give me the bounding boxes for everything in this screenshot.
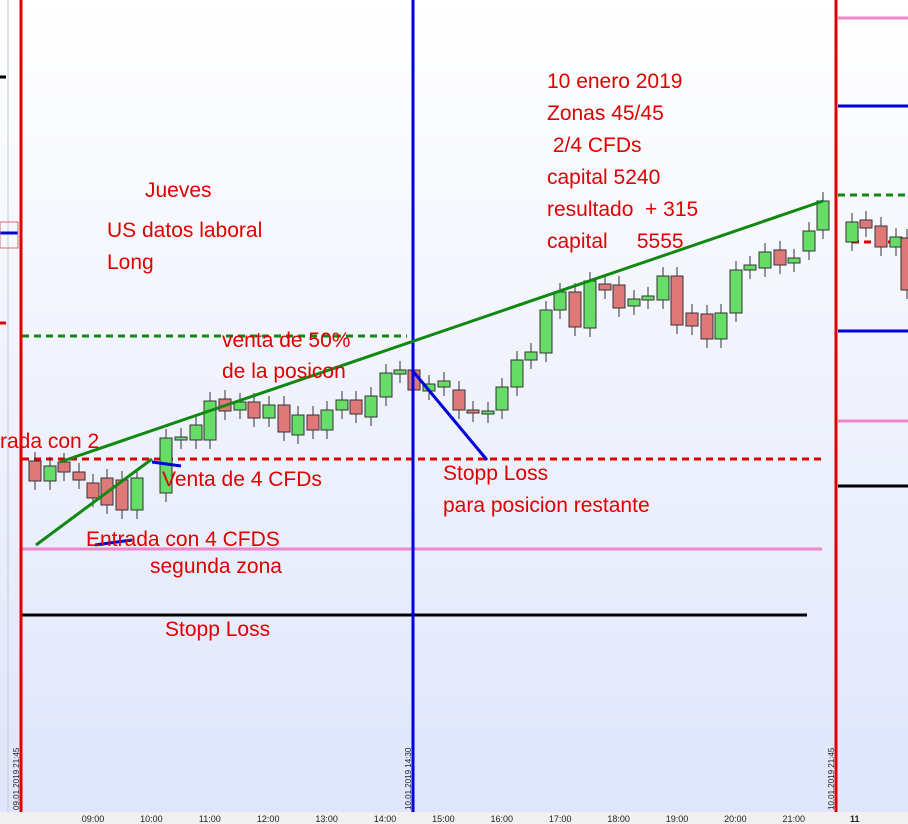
- annotation: venta de 50%: [222, 329, 350, 352]
- annotation: 10 enero 2019: [547, 70, 682, 93]
- candle-body: [859, 219, 873, 229]
- stop-arrow: [410, 369, 489, 461]
- time-axis: [0, 812, 908, 824]
- candle-body: [714, 312, 728, 340]
- entry-mark: [94, 538, 133, 547]
- annotation: rada con 2: [0, 430, 99, 453]
- candle-body: [568, 291, 582, 328]
- candle-body: [670, 275, 684, 326]
- annotation: para posicion restante: [443, 494, 650, 517]
- time-label: 20:00: [724, 814, 747, 824]
- candle-body: [393, 369, 407, 375]
- time-label: 18:00: [607, 814, 630, 824]
- candle-body: [641, 295, 655, 301]
- candle-body: [291, 414, 305, 436]
- candle-body: [889, 236, 903, 248]
- candle-body: [656, 275, 670, 301]
- time-label: 10:00: [140, 814, 163, 824]
- day-label: 11: [850, 814, 860, 824]
- annotation: Stopp Loss: [443, 462, 548, 485]
- annotation: segunda zona: [150, 555, 282, 578]
- candle-body: [86, 482, 100, 499]
- time-label: 09:00: [82, 814, 105, 824]
- annotation: capital 5240: [547, 166, 660, 189]
- candle-body: [203, 400, 217, 441]
- annotation: Jueves: [145, 179, 212, 202]
- annotation: capital 5555: [547, 230, 684, 253]
- candle-body: [72, 471, 86, 481]
- candle-body: [335, 399, 349, 411]
- time-label: 21:00: [783, 814, 806, 824]
- candle-body: [874, 225, 888, 248]
- candle-body: [758, 251, 772, 269]
- candle-body: [627, 298, 641, 307]
- time-label: 17:00: [549, 814, 572, 824]
- candle-body: [510, 359, 524, 388]
- candle-body: [452, 389, 466, 411]
- annotation: 2/4 CFDs: [547, 134, 642, 157]
- candle-body: [773, 249, 787, 266]
- candle-body: [174, 436, 188, 441]
- candle-body: [900, 237, 908, 291]
- candle-body: [247, 401, 261, 419]
- candle-body: [743, 264, 757, 271]
- candle-body: [802, 230, 816, 252]
- annotation: resultado + 315: [547, 198, 698, 221]
- candle-body: [816, 200, 830, 231]
- annotations: Jueves US datos laboral Long venta de 50…: [0, 70, 698, 641]
- annotation: Venta de 4 CFDs: [162, 468, 322, 491]
- sell-mark: [151, 460, 182, 468]
- candle-body: [130, 477, 144, 511]
- candle-body: [43, 465, 57, 482]
- annotation: Long: [107, 251, 154, 274]
- trend-line: [35, 457, 153, 547]
- candle-body: [306, 414, 320, 431]
- candle-body: [700, 313, 714, 340]
- time-labels: 09:00 10:00 11:00 12:00 13:00 14:00 15:00 16:00…: [82, 814, 805, 824]
- time-label: 12:00: [257, 814, 280, 824]
- candle-body: [787, 257, 801, 264]
- candle-body: [57, 461, 71, 473]
- candle-body: [685, 312, 699, 327]
- candle-body: [466, 409, 480, 414]
- annotation: Zonas 45/45: [547, 102, 664, 125]
- time-label: 14:00: [374, 814, 397, 824]
- candle-body: [320, 409, 334, 431]
- candle-body: [481, 410, 495, 415]
- candle-body: [379, 372, 393, 398]
- candle-body: [495, 386, 509, 411]
- time-label: 11:00: [199, 814, 221, 824]
- candle-body: [349, 399, 363, 415]
- candle-body: [28, 460, 42, 482]
- candle-body: [553, 291, 567, 311]
- time-label: 13:00: [315, 814, 338, 824]
- candle-body: [612, 284, 626, 309]
- date-marker: 10.01.2019 21:45: [827, 747, 836, 810]
- time-label: 19:00: [666, 814, 689, 824]
- trend-line: [59, 199, 824, 464]
- candle-body: [598, 283, 612, 291]
- candle-body: [262, 404, 276, 419]
- date-marker: 09.01.2019 21:45: [12, 747, 21, 810]
- annotation: Entrada con 4 CFDS: [86, 528, 280, 551]
- candle-body: [277, 404, 291, 433]
- candle-body: [583, 280, 597, 329]
- candle-body: [437, 380, 451, 388]
- candle-body: [364, 395, 378, 418]
- annotation: US datos laboral: [107, 219, 262, 242]
- candle-body: [729, 269, 743, 314]
- time-label: 16:00: [491, 814, 514, 824]
- candle-body: [539, 309, 553, 354]
- annotation: de la posicon: [222, 360, 346, 383]
- level-box: [0, 221, 19, 249]
- candle-body: [189, 424, 203, 441]
- candle-body: [845, 221, 859, 243]
- date-marker: 10.01.2019 14:30: [404, 747, 413, 810]
- annotation: Stopp Loss: [165, 618, 270, 641]
- time-label: 15:00: [432, 814, 455, 824]
- candle-body: [524, 351, 538, 361]
